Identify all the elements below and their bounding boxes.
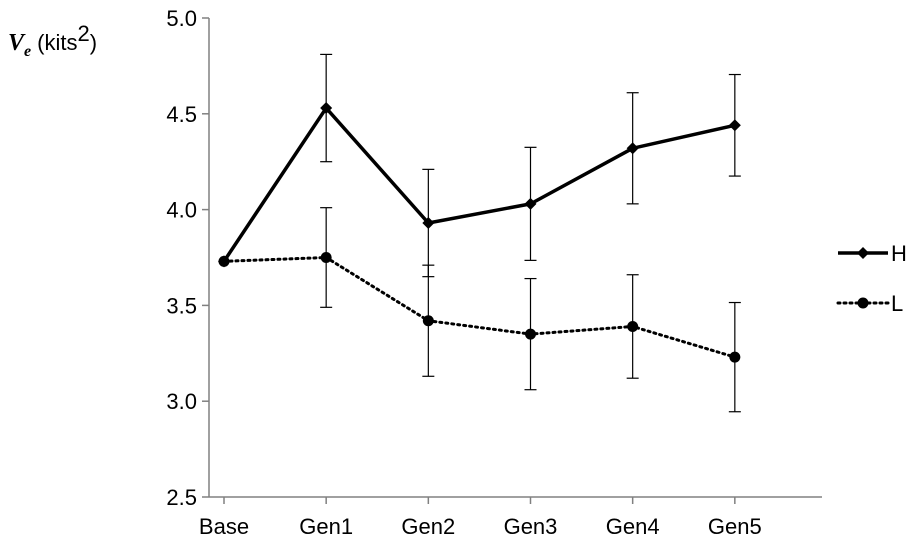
data-point: [320, 252, 332, 263]
y-tick-label: 2.5: [166, 485, 197, 510]
series-H: [218, 53, 741, 278]
svg-text:Ve(kits2): Ve (kits2): [8, 21, 97, 60]
series-line-H: [222, 106, 736, 263]
legend-marker-L: [857, 297, 869, 309]
data-point: [627, 320, 639, 332]
x-tick-label: Gen5: [708, 514, 762, 539]
data-point: [525, 328, 536, 340]
y-axis-label-subscript: e: [24, 43, 31, 60]
y-ticks: 2.5 3.0 3.5 4.0 4.5 5.0: [166, 6, 209, 510]
y-tick-label: 4.5: [166, 102, 197, 127]
data-point: [422, 315, 434, 327]
series-L: [218, 207, 741, 413]
y-tick-label: 4.0: [166, 198, 197, 223]
y-axis-label-unit: (kits: [37, 30, 77, 55]
x-tick-label: Gen2: [401, 514, 455, 539]
legend-label-H: H: [891, 241, 907, 266]
data-point: [729, 351, 741, 363]
axes: [208, 18, 822, 498]
legend-label-L: L: [891, 291, 903, 316]
data-point: [728, 119, 741, 132]
data-point: [626, 142, 639, 155]
plot-area: [218, 53, 741, 413]
series-line-L: [222, 256, 737, 359]
x-tick-label: Gen4: [606, 514, 660, 539]
legend: HL: [836, 241, 907, 316]
data-point: [218, 255, 230, 267]
data-point: [524, 197, 537, 210]
x-ticks: Base Gen1 Gen2 Gen3 Gen4 Gen5: [199, 497, 762, 539]
legend-marker-H: [857, 247, 869, 259]
x-tick-label: Base: [199, 514, 249, 539]
y-tick-label: 5.0: [166, 6, 197, 31]
y-axis-label-power: 2: [77, 21, 89, 46]
x-tick-label: Gen1: [299, 514, 353, 539]
data-point: [422, 217, 435, 230]
y-axis-label-symbol: V: [8, 30, 26, 56]
y-tick-label: 3.0: [166, 389, 197, 414]
y-axis-label: Ve (kits2): [8, 21, 97, 60]
x-tick-label: Gen3: [504, 514, 558, 539]
y-tick-label: 3.5: [166, 293, 197, 318]
y-axis-label-close: ): [90, 30, 97, 55]
data-point: [320, 102, 333, 115]
